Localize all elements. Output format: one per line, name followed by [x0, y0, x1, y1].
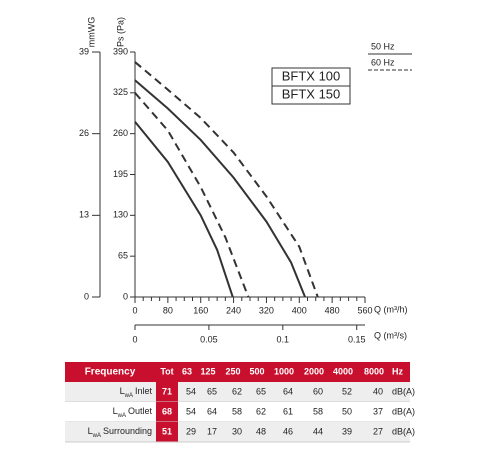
table-cell: 65: [207, 386, 217, 396]
table-tot-bg: [156, 422, 178, 442]
table-cell: 40: [373, 386, 383, 396]
x-tick-label: 80: [163, 305, 173, 315]
x-tick-label: 0: [132, 305, 137, 315]
table-cell: 58: [313, 406, 323, 416]
table-cell: 29: [186, 426, 196, 436]
x-tick-label: 160: [193, 305, 208, 315]
y-tick-label: 325: [113, 87, 128, 97]
table-header-cell: 8000: [364, 366, 384, 376]
table-header-cell: 500: [249, 366, 264, 376]
legend-label: 50 Hz: [371, 41, 395, 51]
table-header-cell: Hz: [392, 366, 403, 376]
table-header-cell: Frequency: [85, 367, 136, 378]
table-header-cell: 2000: [304, 366, 324, 376]
row-name: Inlet: [135, 386, 153, 396]
table-cell: 50: [342, 406, 352, 416]
fan-curve: [134, 92, 250, 298]
x-tick-label: 240: [226, 305, 241, 315]
table-cell: 64: [283, 386, 293, 396]
table-cell: 27: [373, 426, 383, 436]
fan-curve: [134, 121, 234, 298]
table-cell: 62: [256, 406, 266, 416]
table-header-cell: 63: [182, 366, 192, 376]
table-tot-bg: [156, 382, 178, 402]
y-tick-label: 390: [113, 46, 128, 56]
row-symbol: L: [120, 386, 125, 396]
row-subscript: wA: [117, 413, 126, 419]
table-cell: 65: [256, 386, 266, 396]
x2-tick-label: 0.1: [277, 334, 290, 344]
y2-tick-label: 26: [79, 128, 89, 138]
row-name: Outlet: [128, 406, 153, 416]
table-cell: 52: [342, 386, 352, 396]
table-cell: 60: [313, 386, 323, 396]
fan-curve: [134, 79, 306, 298]
table-cell: 62: [232, 386, 242, 396]
table-cell: 58: [232, 406, 242, 416]
table-unit: dB(A): [392, 426, 415, 436]
x2-axis-title: Q (m³/s): [374, 330, 407, 340]
y2-tick-label: 39: [79, 46, 89, 56]
y-tick-label: 130: [113, 210, 128, 220]
model-label: BFTX 100: [282, 68, 341, 83]
y-tick-label: 195: [113, 169, 128, 179]
table-row-label: LwA Outlet: [113, 406, 153, 418]
y-tick-label: 65: [118, 251, 128, 261]
row-symbol: L: [113, 406, 118, 416]
table-cell: 54: [186, 406, 196, 416]
y-axis-title: Ps (Pa): [115, 17, 125, 47]
table-cell: 39: [342, 426, 352, 436]
x-tick-label: 480: [325, 305, 340, 315]
table-header-cell: 1000: [274, 366, 294, 376]
table-header-cell: 125: [200, 366, 215, 376]
table-unit: dB(A): [392, 386, 415, 396]
x2-tick-label: 0.05: [200, 334, 218, 344]
fan-curve: [134, 61, 319, 298]
x2-tick-label: 0.15: [348, 334, 366, 344]
y2-axis-title: mmWG: [86, 17, 96, 48]
x-tick-label: 400: [292, 305, 307, 315]
table-tot-cell: 71: [162, 386, 172, 396]
x2-tick-label: 0: [132, 334, 137, 344]
table-row-bg: [65, 382, 410, 402]
table-tot-cell: 51: [162, 426, 172, 436]
table-cell: 37: [373, 406, 383, 416]
table-tot-bg: [156, 402, 178, 422]
table-header-cell: Tot: [160, 366, 173, 376]
x-tick-label: 560: [357, 305, 372, 315]
table-cell: 30: [232, 426, 242, 436]
table-cell: 48: [256, 426, 266, 436]
table-tot-cell: 68: [162, 406, 172, 416]
row-subscript: wA: [92, 433, 101, 439]
table-cell: 46: [283, 426, 293, 436]
legend-label: 60 Hz: [371, 57, 395, 67]
row-name: Surrounding: [103, 426, 152, 436]
table-header-cell: 4000: [333, 366, 353, 376]
table-row-bg: [65, 422, 410, 442]
x-tick-label: 320: [259, 305, 274, 315]
table-row-label: LwA Surrounding: [88, 426, 152, 438]
y2-tick-label: 13: [79, 210, 89, 220]
table-row-bg: [65, 402, 410, 422]
table-cell: 64: [207, 406, 217, 416]
table-cell: 17: [207, 426, 217, 436]
table-header-cell: 250: [225, 366, 240, 376]
y2-tick-label: 0: [84, 291, 89, 301]
table-row-label: LwA Inlet: [120, 386, 153, 398]
row-symbol: L: [88, 426, 93, 436]
y-tick-label: 0: [123, 291, 128, 301]
model-label: BFTX 150: [282, 86, 341, 101]
x-axis-title: Q (m³/h): [374, 304, 408, 314]
table-cell: 54: [186, 386, 196, 396]
row-subscript: wA: [124, 393, 133, 399]
table-header-bg: [65, 362, 410, 382]
table-cell: 61: [283, 406, 293, 416]
y-tick-label: 260: [113, 128, 128, 138]
table-cell: 44: [313, 426, 323, 436]
table-unit: dB(A): [392, 406, 415, 416]
